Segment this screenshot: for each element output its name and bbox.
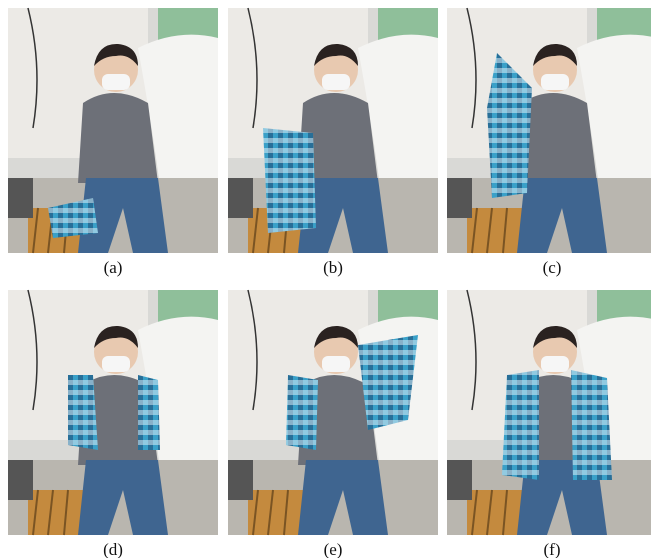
plaid-shirt xyxy=(263,128,316,233)
photo xyxy=(446,289,651,536)
photo xyxy=(7,7,219,254)
panel-caption: (f) xyxy=(544,540,561,558)
plaid-shirt xyxy=(48,198,98,238)
photo-panel xyxy=(446,7,651,254)
panels: (a) (b) (c) (d) (e) (f) xyxy=(7,7,651,558)
photo-panel xyxy=(227,289,439,536)
photo xyxy=(7,289,219,536)
panel-caption: (d) xyxy=(103,540,123,558)
panel-caption: (e) xyxy=(324,540,343,558)
panel-caption: (c) xyxy=(543,258,562,277)
photo xyxy=(227,7,439,254)
plaid-shirt xyxy=(487,53,532,198)
plaid-shirt xyxy=(68,375,160,450)
plaid-shirt xyxy=(502,370,612,480)
panel-caption: (b) xyxy=(323,258,343,277)
photo-panel xyxy=(7,289,219,536)
photo-panel xyxy=(7,7,219,254)
panel-caption: (a) xyxy=(104,258,123,277)
photo xyxy=(446,7,651,254)
photo-panel xyxy=(227,7,439,254)
photo-panel xyxy=(446,289,651,536)
plaid-shirt xyxy=(286,335,418,450)
